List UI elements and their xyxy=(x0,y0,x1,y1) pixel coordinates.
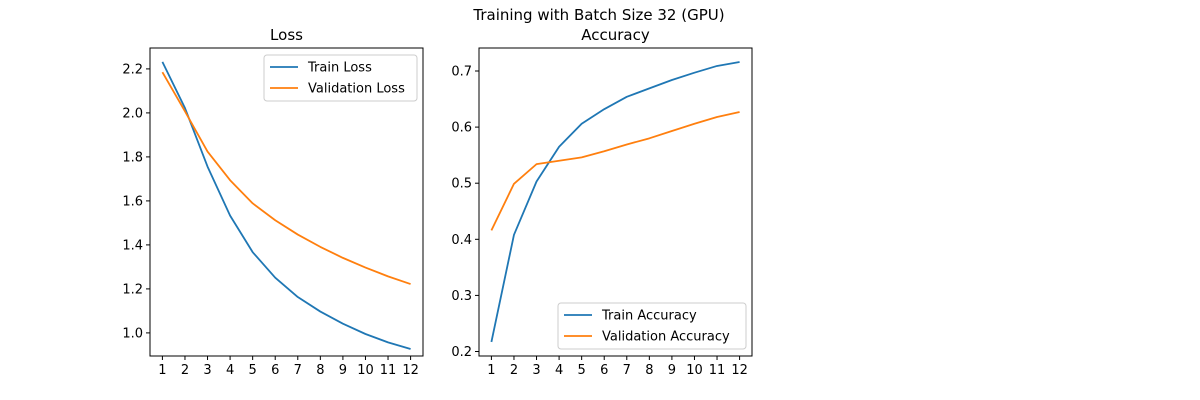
accuracy-x-tick-label: 11 xyxy=(709,363,726,378)
accuracy-legend-box xyxy=(557,302,747,350)
accuracy-y-tick-label: 0.2 xyxy=(451,345,472,360)
loss-x-tick-label: 12 xyxy=(402,363,419,378)
accuracy-x-tick-label: 7 xyxy=(623,363,631,378)
loss-x-tick-label: 9 xyxy=(339,363,347,378)
train-accuracy-legend-label: Train Accuracy xyxy=(601,309,697,324)
loss-axes-frame xyxy=(149,47,424,357)
accuracy-x-tick-label: 12 xyxy=(731,363,748,378)
train-loss-line xyxy=(161,61,411,350)
accuracy-x-tick-label: 5 xyxy=(578,363,586,378)
loss-chart-title: Loss xyxy=(270,26,303,44)
loss-x-tick-label: 5 xyxy=(249,363,257,378)
loss-legend-box xyxy=(263,54,418,102)
loss-y-tick-label: 1.0 xyxy=(122,326,143,341)
train-loss-legend-label: Train Loss xyxy=(307,61,372,76)
loss-x-tick-label: 7 xyxy=(294,363,302,378)
loss-y-tick-label: 2.0 xyxy=(122,106,143,121)
accuracy-axes-frame xyxy=(478,47,753,357)
loss-legend: Train Loss Validation Loss xyxy=(263,54,418,102)
accuracy-x-tick-label: 6 xyxy=(600,363,608,378)
validation-loss-legend-label: Validation Loss xyxy=(308,82,405,97)
accuracy-x-tick-label: 9 xyxy=(668,363,676,378)
validation-loss-line xyxy=(161,71,411,285)
accuracy-x-tick-label: 3 xyxy=(532,363,540,378)
accuracy-y-tick-label: 0.4 xyxy=(451,233,472,248)
figure-suptitle: Training with Batch Size 32 (GPU) xyxy=(472,6,724,24)
loss-y-tick-label: 2.2 xyxy=(122,62,143,77)
accuracy-legend: Train Accuracy Validation Accuracy xyxy=(557,302,747,350)
loss-y-tick-label: 1.4 xyxy=(122,238,143,253)
accuracy-x-tick-label: 1 xyxy=(487,363,495,378)
loss-y-tick-label: 1.6 xyxy=(122,194,143,209)
accuracy-x-tick-label: 10 xyxy=(686,363,703,378)
loss-x-tick-label: 8 xyxy=(316,363,324,378)
loss-x-tick-label: 3 xyxy=(203,363,211,378)
loss-x-tick-label: 2 xyxy=(181,363,189,378)
accuracy-x-tick-label: 8 xyxy=(645,363,653,378)
loss-y-tick-label: 1.8 xyxy=(122,150,143,165)
accuracy-x-tick-label: 2 xyxy=(510,363,518,378)
loss-x-tick-label: 6 xyxy=(271,363,279,378)
loss-x-tick-label: 11 xyxy=(380,363,397,378)
validation-accuracy-line xyxy=(490,111,740,231)
accuracy-chart-title: Accuracy xyxy=(581,26,650,44)
loss-x-tick-label: 1 xyxy=(158,363,166,378)
validation-accuracy-legend-label: Validation Accuracy xyxy=(602,330,730,345)
loss-x-tick-label: 4 xyxy=(226,363,234,378)
accuracy-y-tick-label: 0.5 xyxy=(451,177,472,192)
accuracy-x-tick-label: 4 xyxy=(555,363,563,378)
accuracy-y-tick-label: 0.7 xyxy=(451,65,472,80)
train-accuracy-line xyxy=(490,61,740,343)
loss-x-tick-label: 10 xyxy=(357,363,374,378)
accuracy-y-tick-label: 0.3 xyxy=(451,289,472,304)
loss-y-tick-label: 1.2 xyxy=(122,282,143,297)
accuracy-y-tick-label: 0.6 xyxy=(451,121,472,136)
